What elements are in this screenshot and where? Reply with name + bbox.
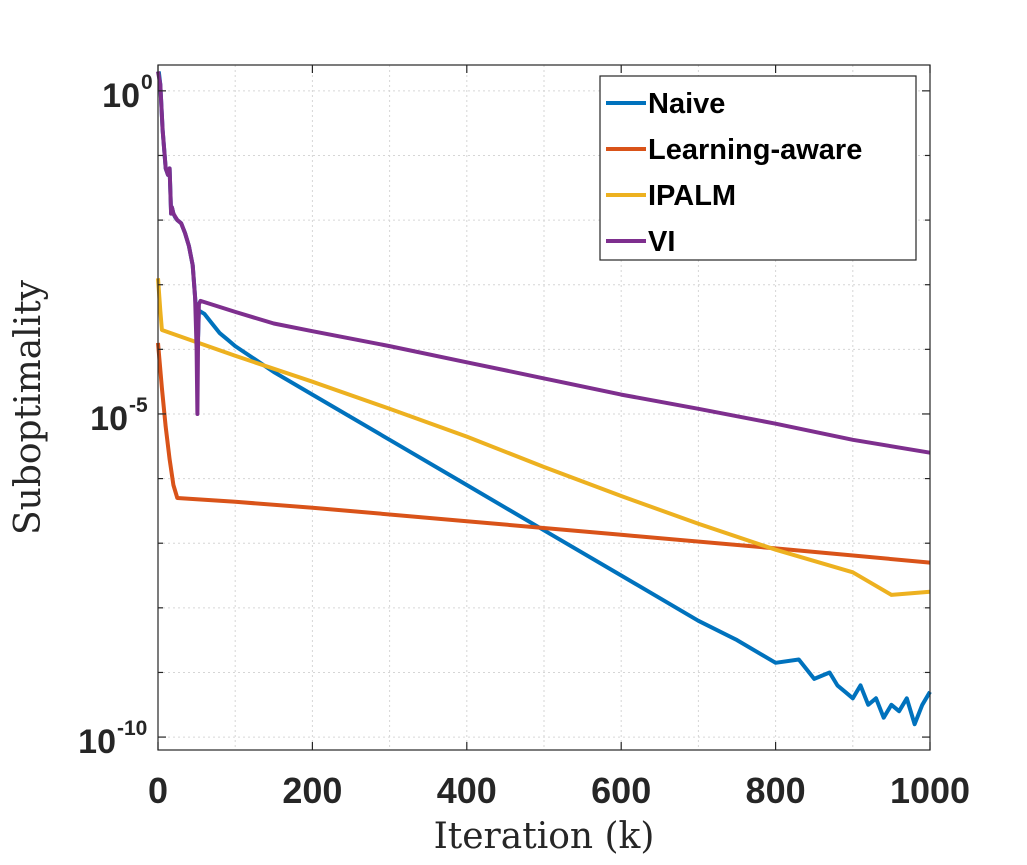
x-tick-label: 0	[148, 770, 168, 811]
series-line-ipalm	[156, 278, 931, 597]
series-lines	[156, 71, 932, 727]
x-tick-label: 400	[437, 770, 497, 811]
legend-label-ipalm: IPALM	[648, 180, 736, 212]
y-tick-label: 10 0	[102, 71, 153, 115]
legend-label-naive: Naive	[648, 88, 725, 120]
legend-label-vi: VI	[648, 226, 675, 258]
grid-lines	[158, 65, 930, 750]
legend: Naive Learning-aware IPALM VI	[599, 75, 917, 261]
x-tick-labels: 0 200 400 600 800 1000	[148, 770, 970, 811]
x-tick-label: 200	[282, 770, 342, 811]
y-tick-label-exponent: -10	[117, 717, 147, 740]
y-tick-label-base: 10	[90, 400, 128, 438]
series-line-learning-aware	[156, 342, 931, 565]
axes-box	[157, 64, 931, 751]
y-tick-label-exponent: 0	[141, 71, 153, 94]
x-tick-label: 600	[591, 770, 651, 811]
y-tick-label-base: 10	[78, 723, 116, 761]
y-tick-label: 10 -5	[90, 394, 148, 438]
x-axis-label: Iteration (k)	[434, 816, 655, 857]
tick-marks	[157, 65, 931, 750]
y-tick-label-base: 10	[102, 77, 140, 115]
y-axis-label: Suboptimality	[8, 279, 49, 535]
y-tick-label-exponent: -5	[129, 394, 148, 417]
x-tick-label: 800	[746, 770, 806, 811]
y-tick-label: 10 -10	[78, 717, 147, 761]
x-tick-label: 1000	[890, 770, 970, 811]
series-line-vi	[156, 71, 931, 455]
legend-box	[599, 75, 917, 261]
legend-label-learning-aware: Learning-aware	[648, 134, 862, 166]
